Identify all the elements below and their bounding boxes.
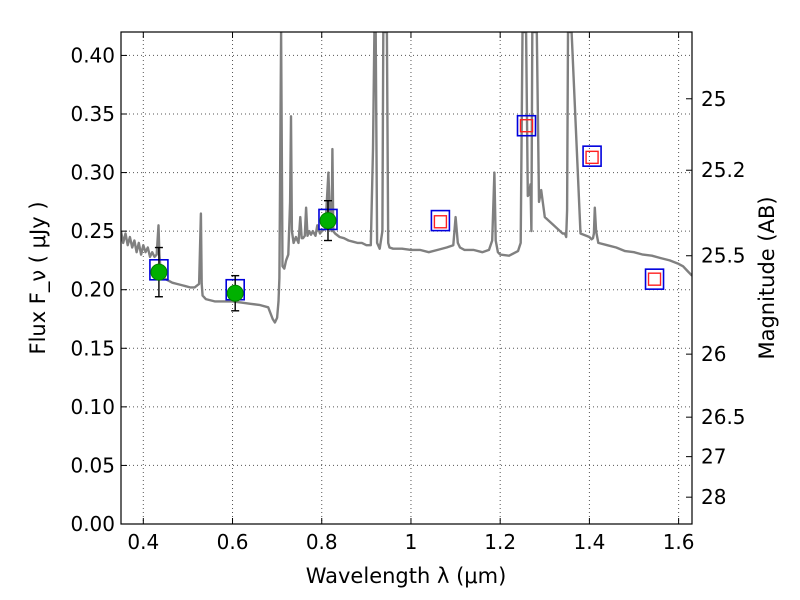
grid (121, 32, 692, 524)
x-tick-label: 0.4 (127, 530, 159, 554)
y-tick-label: 0.20 (70, 278, 115, 302)
y2-axis-title: Magnitude (AB) (755, 196, 779, 359)
y2-tick-label: 25.5 (701, 244, 746, 268)
x-tick-label: 0.6 (217, 530, 249, 554)
x-axis-title: Wavelength λ (μm) (306, 564, 507, 588)
y-tick-label: 0.40 (70, 43, 115, 67)
upper-limit-marker (647, 272, 662, 286)
y2-tick-label: 27 (701, 445, 726, 469)
y2-tick-label: 25 (701, 87, 726, 111)
y-axis-title: Flux F_ν ( μJy ) (26, 201, 51, 354)
upper-limit-marker (519, 119, 534, 133)
y2-tick-label: 26 (701, 342, 726, 366)
y-tick-label: 0.25 (70, 219, 115, 243)
y2-tick-label: 25.2 (701, 158, 746, 182)
photometry-point (226, 284, 244, 302)
x-tick-label: 0.8 (306, 530, 338, 554)
y-tick-label: 0.10 (70, 395, 115, 419)
y2-tick-label: 28 (701, 485, 726, 509)
x-tick-label: 1.2 (484, 530, 516, 554)
y-tick-label: 0.30 (70, 161, 115, 185)
photometry-markers (149, 114, 665, 312)
photometry-point (319, 212, 337, 230)
y-tick-label: 0.15 (70, 336, 115, 360)
y-tick-label: 0.35 (70, 102, 115, 126)
x-tick-label: 1.6 (663, 530, 695, 554)
y2-tick-label: 26.5 (701, 405, 746, 429)
photometry-point (150, 263, 168, 281)
model-box-marker (430, 209, 451, 232)
upper-limit-marker (585, 150, 599, 165)
y-tick-label: 0.05 (70, 453, 115, 477)
axis-ticks: 0.4 0.6 0.8 1 1.2 1.4 1.6 0.00 0.05 0.10 0.15 0.20 0… (70, 32, 746, 554)
model-box-marker (582, 145, 602, 167)
model-box-marker (516, 114, 537, 137)
spectrum-series (121, 32, 692, 324)
model-box-marker (644, 268, 665, 290)
spectrum-line (121, 32, 692, 324)
plot-frame (120, 31, 693, 525)
upper-limit-marker (433, 215, 448, 229)
y-tick-label: 0.00 (70, 512, 115, 536)
x-tick-label: 1.4 (573, 530, 605, 554)
x-tick-label: 1 (405, 530, 418, 554)
